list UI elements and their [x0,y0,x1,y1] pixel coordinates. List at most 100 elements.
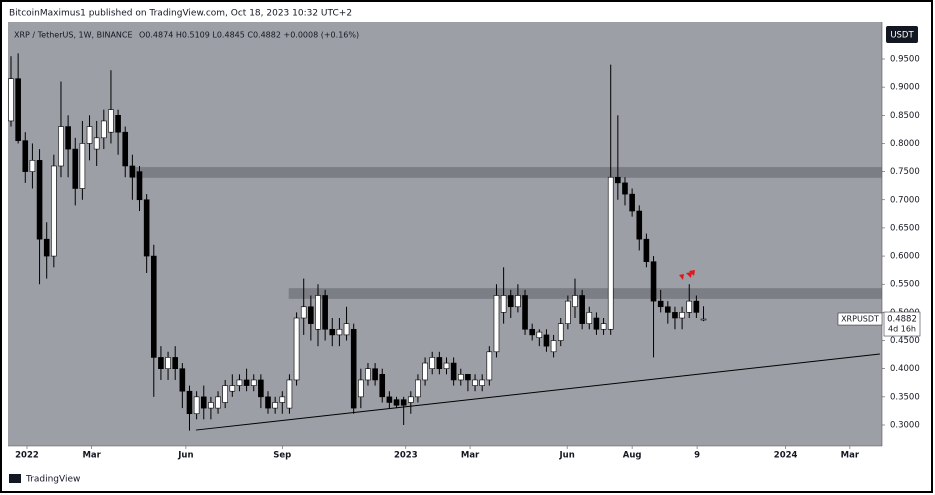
candle-body [172,357,179,369]
candle-body [422,362,428,381]
candle-body [615,176,621,184]
candle-body [365,368,371,381]
candle-body [279,396,286,403]
x-tick-label: 2022 [15,451,39,461]
plot-area [8,22,882,446]
candle-body [600,323,607,330]
candle-body [565,300,571,324]
candle-body [493,295,500,353]
x-tick-label: Sep [273,451,291,461]
candle-body [108,109,114,133]
candle-body [250,379,257,386]
symbol-title: XRP / TetherUS, 1W, BINANCE [14,31,133,40]
candle-body [593,317,600,330]
candle-body [657,300,664,308]
symbol-label-box [837,312,883,326]
candle-body [43,238,50,257]
candle-body [236,379,243,386]
y-tick-label: 0.6500 [890,223,920,233]
candle-body [229,385,236,392]
candle-body [272,402,278,409]
price-zone [135,167,882,178]
plot-background [8,22,882,446]
candle-body [500,295,507,313]
x-tick-label: Mar [82,451,101,461]
y-tick-label: 0.8500 [890,111,920,121]
candle-body [265,396,271,409]
candle-body [143,199,150,257]
candle-body [386,396,393,403]
signal-arrows [679,270,695,280]
candle-body [293,317,300,381]
candle-body [222,385,228,403]
x-tick-label: Mar [461,451,480,461]
candle-body [472,379,478,386]
candle-body [393,399,400,406]
candle-body [22,140,29,172]
candle-body [93,137,100,150]
candle-body [529,328,535,336]
x-tick-label: Jun [559,451,575,461]
symbol-label: XRPUSDT [841,315,879,324]
publisher: BitcoinMaximus1 published on TradingView… [9,9,352,19]
x-tick-label: Jun [177,451,193,461]
candle-body [522,295,528,330]
candle-body [72,148,79,189]
candle-body [179,368,186,392]
candle-body [557,323,564,341]
candle-body [436,357,443,369]
candle-body [129,165,136,178]
candle-body [208,402,214,409]
candle-body [700,318,707,321]
footer: TradingView [9,474,80,485]
x-tick-label: Mar [841,451,860,461]
candle-body [486,351,493,381]
y-tick-label: 0.7500 [890,167,920,177]
candle-body [36,160,43,240]
candle-body [215,396,221,409]
candle-body [150,255,157,358]
y-tick-label: 0.3000 [890,420,920,430]
candle-body [165,357,171,369]
candle-body [79,143,86,189]
candle-body [672,312,678,319]
y-tick-label: 0.9500 [890,54,920,64]
y-tick-label: 0.9000 [890,83,920,93]
x-tick-label: 9 [694,451,700,461]
candle-body [358,379,364,398]
candle-body [115,115,121,133]
candle-body [479,379,485,386]
candle-body [65,126,71,150]
candle-body [515,295,521,308]
candle-body [343,323,350,336]
candle-body [643,238,650,263]
candle-body [29,160,36,172]
candle-body [286,379,293,409]
candle-body [536,331,543,339]
candle-body [629,193,635,212]
y-tick-label: 0.6000 [890,252,920,262]
candle-body [465,374,471,381]
candle-body [665,306,671,313]
candle-body [15,78,21,141]
candle-body [543,334,550,347]
y-tick-label: 0.4000 [890,364,920,374]
candle-body [322,295,328,330]
last-price-box [883,311,921,337]
x-tick-label: Aug [623,451,642,461]
candle-body [457,374,464,381]
candle-body [193,396,200,415]
candle-body [329,328,336,336]
candle-body [308,306,314,324]
candle-body [243,379,250,386]
candle-body [650,261,657,302]
candle-body [136,171,143,201]
candle-body [400,399,407,406]
y-tick-label: 0.3500 [890,392,920,402]
candle-body [122,131,129,167]
x-tick-label: 2024 [774,451,798,461]
candle-body [336,328,343,336]
trendline [195,353,880,431]
